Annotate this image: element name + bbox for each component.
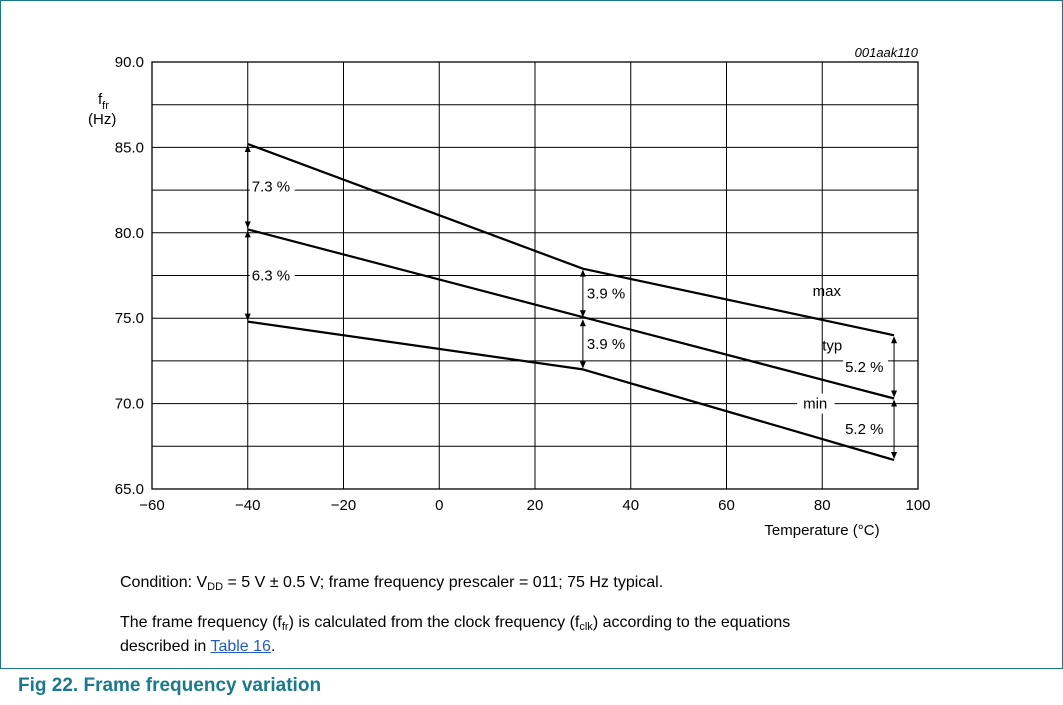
- frame-frequency-chart: −60 −40 −20 0 20 40 60 80 100 65.0 70.0 75.0 80.0 85.…: [88, 45, 931, 539]
- arrow-head: [244, 221, 251, 229]
- annotation-label: 5.2 %: [845, 421, 883, 438]
- chart-series: [247, 142, 895, 462]
- y-tick-label: 80.0: [115, 225, 144, 242]
- x-tick-label: 60: [718, 497, 735, 514]
- annotation-label: 3.9 %: [587, 336, 625, 353]
- chart-series-labels: max typ min: [797, 283, 842, 414]
- y-axis-label: ffr: [98, 91, 109, 112]
- annotation-label-bg: [584, 283, 630, 304]
- y-tick-label: 90.0: [115, 54, 144, 71]
- annotation-label-bg: [584, 333, 630, 354]
- description-part-2: ) is calculated from the clock frequency…: [288, 614, 580, 631]
- arrow-head: [244, 313, 251, 321]
- condition-prefix: Condition: V: [120, 574, 208, 591]
- description-line-2: described in Table 16.: [120, 637, 275, 657]
- annotation-label-bg: [843, 356, 889, 377]
- arrow-head: [891, 399, 898, 407]
- y-axis-symbol: f: [98, 91, 103, 108]
- description-line-2-prefix: described in: [120, 638, 211, 655]
- percentage-annotation: 5.2 %: [843, 399, 898, 459]
- arrow-head: [244, 144, 251, 152]
- series-line-max: [247, 142, 895, 337]
- condition-text: Condition: VDD = 5 V ± 0.5 V; frame freq…: [120, 573, 663, 593]
- arrow-head: [579, 361, 586, 369]
- arrow-head: [579, 310, 586, 318]
- annotation-label-bg: [249, 176, 295, 197]
- description-sub-1: fr: [281, 621, 289, 633]
- description-line-1: The frame frequency (ffr) is calculated …: [120, 613, 790, 633]
- x-tick-label: −60: [139, 497, 164, 514]
- series-label-bg: [797, 393, 835, 414]
- annotation-label: 5.2 %: [845, 359, 883, 376]
- figure-caption: Fig 22. Frame frequency variation: [18, 675, 322, 696]
- x-tick-label: 80: [814, 497, 831, 514]
- percentage-annotation: 3.9 %: [579, 269, 630, 318]
- annotation-label: 6.3 %: [252, 268, 290, 285]
- arrow-head: [579, 319, 586, 327]
- condition-subscript: DD: [207, 581, 224, 593]
- series-line-typ: [247, 228, 895, 400]
- table-16-link[interactable]: Table 16: [210, 638, 271, 655]
- annotation-label: 3.9 %: [587, 285, 625, 302]
- x-tick-label: 40: [622, 497, 639, 514]
- arrow-head: [579, 269, 586, 277]
- series-label-max: max: [813, 283, 842, 300]
- arrow-head: [244, 230, 251, 238]
- x-tick-label: −40: [235, 497, 260, 514]
- condition-suffix: = 5 V ± 0.5 V; frame frequency prescaler…: [223, 574, 664, 591]
- annotation-label-bg: [249, 265, 295, 286]
- y-axis-subscript: fr: [102, 100, 109, 112]
- y-tick-label: 65.0: [115, 481, 144, 498]
- description-part-1: The frame frequency (f: [120, 614, 282, 631]
- annotation-label-bg: [843, 419, 889, 440]
- y-tick-label: 70.0: [115, 396, 144, 413]
- series-label-min: min: [803, 396, 827, 413]
- y-axis-unit: (Hz): [88, 111, 116, 128]
- arrow-head: [891, 336, 898, 344]
- percentage-annotation: 7.3 %: [244, 144, 295, 229]
- x-tick-label: −20: [331, 497, 356, 514]
- percentage-annotation: 5.2 %: [843, 336, 898, 398]
- annotation-label: 7.3 %: [252, 179, 290, 196]
- percentage-annotation: 3.9 %: [579, 319, 630, 369]
- y-tick-label: 85.0: [115, 139, 144, 156]
- figure-caption-bar: Fig 22. Frame frequency variation: [0, 668, 1063, 705]
- series-label-typ: typ: [822, 338, 842, 355]
- chart-annotations: 7.3 % 6.3 % 3.9 % 3.9 % 5.2 % 5.2 %: [244, 144, 898, 459]
- x-tick-label: 0: [435, 497, 443, 514]
- chart-tick-labels: −60 −40 −20 0 20 40 60 80 100 65.0 70.0 75.0 80.0 85.…: [115, 54, 931, 514]
- description-line-2-suffix: .: [270, 638, 276, 655]
- y-tick-label: 75.0: [115, 310, 144, 327]
- x-tick-label: 20: [527, 497, 544, 514]
- x-tick-label: 100: [905, 497, 930, 514]
- description-sub-2: clk: [579, 621, 593, 633]
- description-part-3: ) according to the equations: [592, 614, 791, 631]
- series-line-min: [247, 320, 895, 462]
- arrow-head: [891, 451, 898, 459]
- x-axis-label: Temperature (°C): [764, 522, 879, 539]
- figure-id: 001aak110: [855, 45, 919, 60]
- percentage-annotation: 6.3 %: [244, 230, 295, 321]
- arrow-head: [891, 390, 898, 398]
